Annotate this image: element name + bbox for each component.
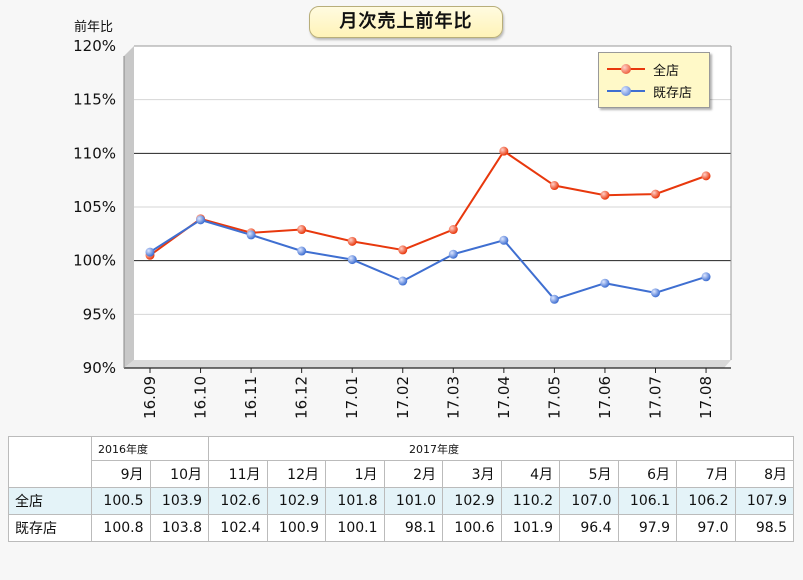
table-cell: 97.0 xyxy=(676,514,736,542)
data-point-all xyxy=(651,189,660,199)
legend-item-all: 全店 xyxy=(607,61,680,79)
data-point-existing xyxy=(398,276,408,286)
year-label-2017: 2017年度 xyxy=(208,436,794,461)
data-point-existing xyxy=(600,278,610,288)
table-cell: 106.1 xyxy=(617,487,677,515)
month-header: 6月 xyxy=(617,460,677,488)
x-tick-label: 17.08 xyxy=(697,376,715,419)
table-year-row: 2016年度 2017年度 xyxy=(8,436,794,488)
legend-item-existing: 既存店 xyxy=(607,83,693,101)
x-tick-label: 17.03 xyxy=(444,376,462,419)
table-cell: 103.8 xyxy=(149,514,209,542)
table-cell: 101.9 xyxy=(500,514,560,542)
table-cell: 102.9 xyxy=(442,487,502,515)
x-tick-label: 17.05 xyxy=(545,376,563,419)
month-header: 2月 xyxy=(383,460,443,488)
month-header: 9月 xyxy=(91,460,151,488)
y-tick-label: 110% xyxy=(73,144,116,162)
y-axis-label: 前年比 xyxy=(74,20,114,35)
x-tick-label: 17.04 xyxy=(495,376,513,419)
month-header: 8月 xyxy=(734,460,794,488)
data-point-all xyxy=(448,225,458,235)
table-cell: 101.8 xyxy=(325,487,385,515)
legend: 全店 既存店 xyxy=(598,52,710,108)
chart-title: 月次売上前年比 xyxy=(309,6,503,38)
legend-swatch-existing xyxy=(607,86,645,96)
x-tick-label: 17.02 xyxy=(394,376,412,419)
month-header: 10月 xyxy=(149,460,209,488)
data-point-all xyxy=(549,181,559,191)
table-cell: 110.2 xyxy=(500,487,560,515)
data-point-all xyxy=(701,171,711,181)
x-tick-label: 16.09 xyxy=(141,376,159,419)
month-header: 4月 xyxy=(500,460,560,488)
table-row-all: 全店 100.5 103.9 102.6 102.9 101.8 101.0 102.9 110… xyxy=(8,487,794,515)
month-header: 11月 xyxy=(208,460,268,488)
month-header: 12月 xyxy=(266,460,326,488)
table-month-row: 9月 10月 11月 12月 1月 2月 3月 4月 5月 6月 7月 8月 xyxy=(9,460,794,488)
data-point-all xyxy=(600,190,610,200)
table-cell: 101.0 xyxy=(383,487,443,515)
data-point-existing xyxy=(651,288,660,298)
data-point-existing xyxy=(549,294,559,304)
data-point-all xyxy=(347,236,357,246)
y-tick-label: 115% xyxy=(73,91,116,109)
table-cell: 100.6 xyxy=(442,514,502,542)
data-point-all xyxy=(297,225,307,235)
row-label: 全店 xyxy=(8,487,92,515)
data-point-existing xyxy=(145,247,155,257)
y-tick-label: 100% xyxy=(73,252,116,270)
year-label-2016: 2016年度 xyxy=(91,436,209,461)
series-line-all xyxy=(149,149,707,257)
table-cell: 100.8 xyxy=(91,514,151,542)
table-cell: 102.9 xyxy=(266,487,326,515)
table-cell: 98.5 xyxy=(734,514,794,542)
data-point-existing xyxy=(246,230,256,240)
data-point-existing xyxy=(196,215,206,225)
series-line-existing xyxy=(149,218,707,301)
x-tick-label: 16.10 xyxy=(192,376,210,419)
x-tick-label: 16.12 xyxy=(293,376,311,419)
x-tick-label: 17.07 xyxy=(647,376,665,419)
table-cell: 107.9 xyxy=(734,487,794,515)
table-cell: 102.4 xyxy=(208,514,268,542)
plot-depth-wall xyxy=(124,46,134,368)
data-point-existing xyxy=(448,249,458,259)
data-point-all xyxy=(499,146,509,156)
legend-label-all: 全店 xyxy=(653,63,680,79)
plot-floor xyxy=(124,360,731,368)
table-cell: 102.6 xyxy=(208,487,268,515)
row-label: 既存店 xyxy=(8,514,92,542)
table-row-existing: 既存店 100.8 103.8 102.4 100.9 100.1 98.1 100.6 101… xyxy=(8,514,794,542)
table-cell: 97.9 xyxy=(617,514,677,542)
table-cell: 100.9 xyxy=(266,514,326,542)
table-cell: 100.1 xyxy=(325,514,385,542)
data-point-existing xyxy=(499,235,509,245)
y-tick-label: 120% xyxy=(73,37,116,55)
data-point-all xyxy=(398,245,408,255)
table-cell: 106.2 xyxy=(676,487,736,515)
data-point-existing xyxy=(297,246,307,256)
month-header: 5月 xyxy=(559,460,619,488)
table-cell: 103.9 xyxy=(149,487,209,515)
month-header: 3月 xyxy=(442,460,502,488)
table-cell: 100.5 xyxy=(91,487,151,515)
data-point-existing xyxy=(701,272,711,282)
legend-label-existing: 既存店 xyxy=(653,85,693,101)
table-cell: 107.0 xyxy=(559,487,619,515)
data-point-existing xyxy=(347,255,357,265)
month-header: 1月 xyxy=(325,460,385,488)
legend-swatch-all xyxy=(607,64,645,74)
x-tick-label: 17.01 xyxy=(343,376,361,419)
y-tick-label: 105% xyxy=(73,198,116,216)
table-cell: 96.4 xyxy=(559,514,619,542)
x-tick-label: 17.06 xyxy=(596,376,614,419)
month-header: 7月 xyxy=(676,460,736,488)
table-cell: 98.1 xyxy=(383,514,443,542)
table-corner xyxy=(8,436,92,488)
data-table: 2016年度 2017年度 9月 10月 11月 12月 1月 2月 3月 4月 5月 6月 7月 8… xyxy=(8,436,794,542)
y-tick-label: 95% xyxy=(83,305,116,323)
y-tick-label: 90% xyxy=(83,359,116,377)
x-tick-label: 16.11 xyxy=(242,376,260,419)
